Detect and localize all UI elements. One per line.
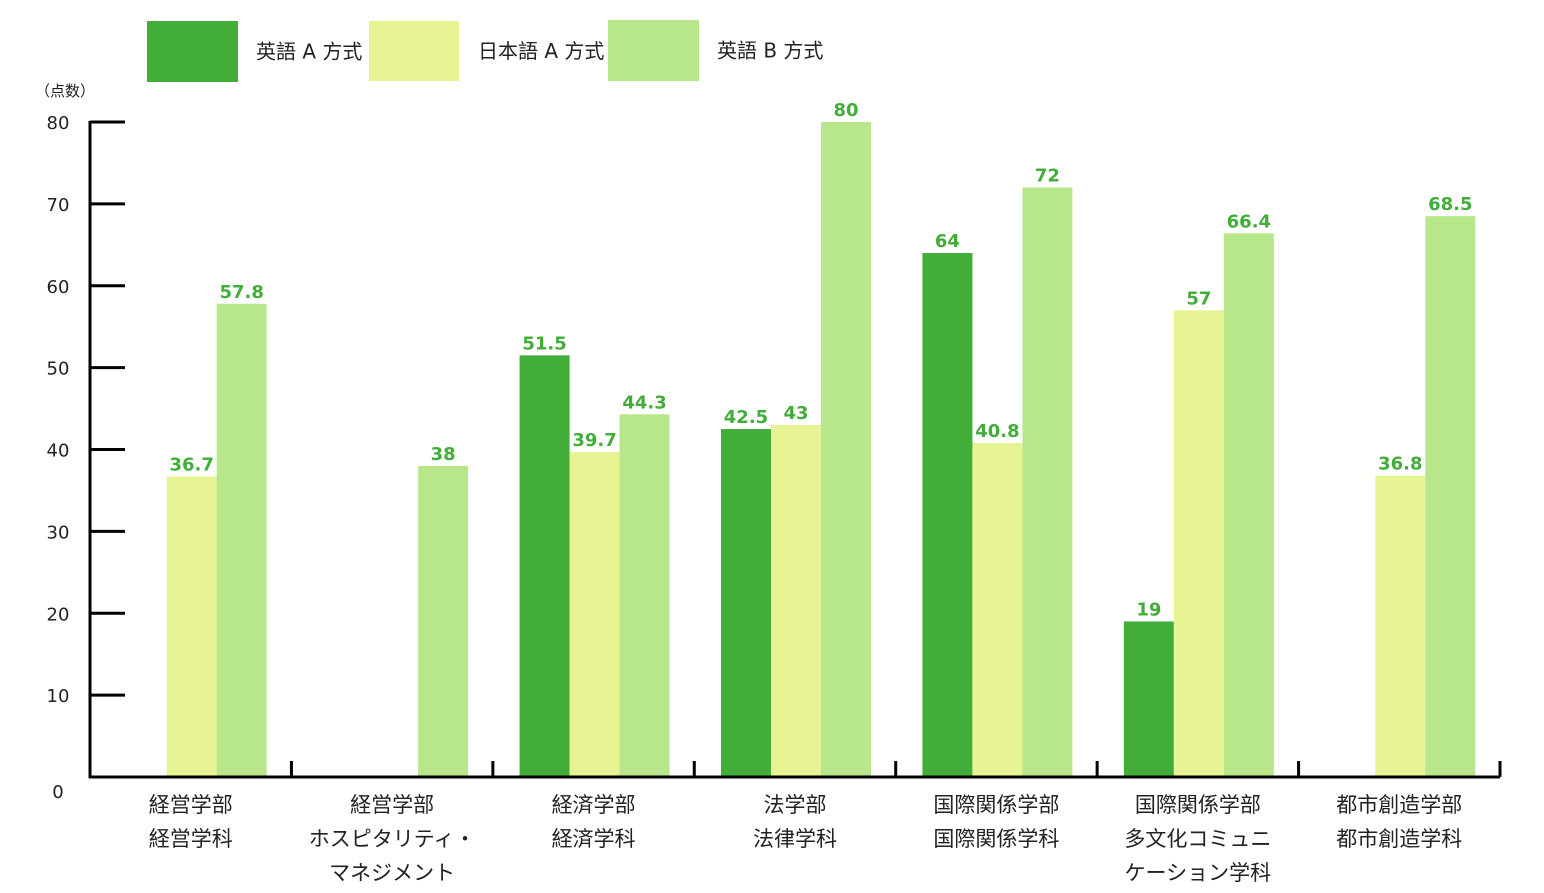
data-label-3-7: 68.5 — [1428, 194, 1472, 215]
y-tick-label: 60 — [47, 277, 70, 298]
category-label-1: 経営学部経営学科 — [149, 793, 233, 851]
data-label-3-2: 38 — [431, 444, 456, 465]
category-label-3: 経済学部経済学科 — [552, 793, 636, 851]
axes: （点数） 0 10 20 30 40 50 60 70 80 — [35, 82, 1502, 803]
category-label-line: 経営学部 — [149, 793, 233, 817]
legend-label-2: 日本語 A 方式 — [478, 39, 604, 63]
category-label-line: 国際関係学部 — [933, 793, 1059, 817]
y-tick-label: 40 — [47, 441, 70, 462]
data-label-3-4: 80 — [833, 100, 858, 121]
category-label-5: 国際関係学部国際関係学科 — [933, 793, 1059, 851]
bar-3-3 — [619, 414, 670, 776]
category-label-line: 都市創造学部 — [1336, 793, 1462, 817]
data-label-2-4: 43 — [783, 403, 808, 424]
data-label-1-5: 64 — [935, 231, 960, 252]
data-label-2-7: 36.8 — [1378, 454, 1422, 475]
y-tick-label: 10 — [47, 686, 70, 707]
data-label-1-4: 42.5 — [724, 407, 768, 428]
category-labels: 経営学部経営学科経営学部ホスピタリティ・マネジメント経済学部経済学科法学部法律学… — [149, 793, 1463, 885]
legend: 英語 A 方式 日本語 A 方式 英語 B 方式 — [147, 20, 823, 82]
category-label-line: 法律学科 — [753, 827, 837, 851]
bar-3-6 — [1223, 233, 1274, 776]
bar-1-4 — [721, 429, 771, 776]
bar-1-5 — [922, 253, 973, 776]
bar-3-2 — [418, 465, 469, 776]
data-label-3-5: 72 — [1035, 166, 1060, 187]
value-labels: 36.7 57.8 38 51.5 39.7 44.3 42.5 43 80 64 40.8 72 19… — [170, 100, 1473, 620]
y-tick-label: 50 — [47, 359, 70, 380]
legend-swatch-3 — [608, 20, 699, 81]
data-label-1-3: 51.5 — [522, 333, 566, 354]
legend-label-3: 英語 B 方式 — [717, 39, 823, 63]
bar-2-1 — [166, 476, 217, 776]
data-label-2-6: 57 — [1186, 288, 1211, 309]
bars — [166, 122, 1476, 776]
y-tick-label: 70 — [47, 195, 70, 216]
category-label-line: 経済学科 — [552, 827, 636, 851]
legend-label-1: 英語 A 方式 — [256, 40, 362, 64]
bar-1-3 — [519, 355, 570, 776]
category-label-line: ホスピタリティ・ — [309, 827, 476, 851]
category-label-line: 経営学部 — [350, 793, 434, 817]
bar-1-6 — [1123, 621, 1174, 776]
data-label-2-5: 40.8 — [975, 421, 1019, 442]
category-label-6: 国際関係学部多文化コミュニケーション学科 — [1124, 793, 1271, 885]
bar-2-4 — [771, 424, 821, 776]
category-label-line: 経営学科 — [149, 827, 233, 851]
data-label-2-3: 39.7 — [572, 430, 616, 451]
data-label-1-6: 19 — [1136, 599, 1161, 620]
category-label-line: マネジメント — [329, 861, 455, 885]
category-label-4: 法学部法律学科 — [753, 793, 837, 851]
category-label-2: 経営学部ホスピタリティ・マネジメント — [309, 793, 476, 885]
y-axis-unit-label: （点数） — [35, 82, 95, 100]
data-label-2-1: 36.7 — [170, 455, 214, 476]
bar-3-1 — [216, 303, 267, 776]
category-label-line: 都市創造学科 — [1336, 827, 1462, 851]
bar-2-3 — [569, 451, 620, 776]
category-label-line: 多文化コミュニ — [1124, 827, 1271, 851]
y-tick-label: 0 — [52, 782, 63, 803]
category-label-line: ケーション学科 — [1125, 861, 1272, 885]
category-label-line: 国際関係学科 — [933, 827, 1059, 851]
data-label-3-6: 66.4 — [1227, 211, 1271, 232]
y-tick-label: 30 — [47, 522, 70, 543]
bar-3-7 — [1425, 216, 1476, 776]
category-label-line: 国際関係学部 — [1135, 793, 1261, 817]
y-tick-label: 80 — [47, 113, 70, 134]
bar-3-5 — [1022, 187, 1073, 776]
data-label-3-3: 44.3 — [622, 392, 666, 413]
data-label-3-1: 57.8 — [220, 282, 264, 303]
bar-3-4 — [821, 122, 871, 776]
bar-2-6 — [1173, 310, 1224, 776]
bar-2-7 — [1375, 475, 1426, 776]
category-label-line: 経済学部 — [552, 793, 636, 817]
category-label-line: 法学部 — [764, 793, 827, 817]
y-tick-label: 20 — [47, 604, 70, 625]
category-label-7: 都市創造学部都市創造学科 — [1336, 793, 1462, 851]
legend-swatch-1 — [147, 21, 238, 82]
bar-2-5 — [972, 442, 1023, 776]
legend-swatch-2 — [369, 21, 459, 81]
